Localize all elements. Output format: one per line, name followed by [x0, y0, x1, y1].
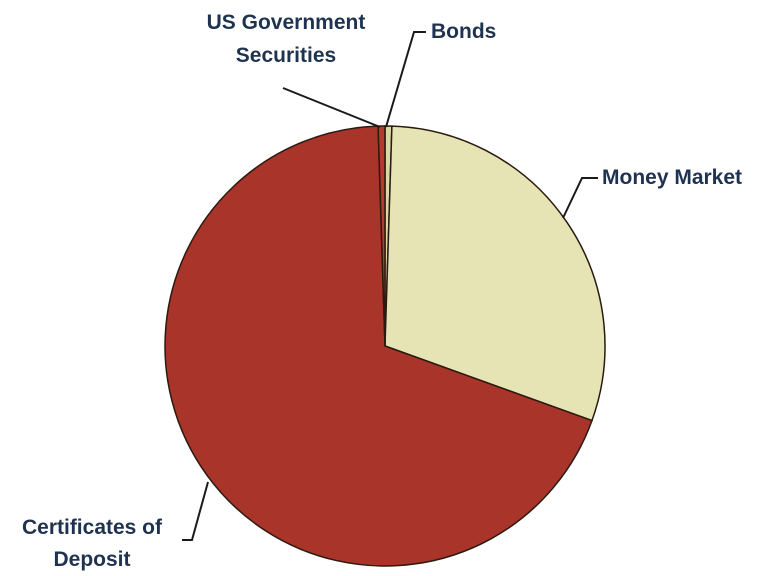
label-money-market: Money Market [602, 166, 742, 189]
label-us-government-line1: US Government [207, 11, 366, 34]
label-bonds: Bonds [431, 20, 496, 43]
pie-slices [164, 125, 606, 567]
leader-line-certificates [182, 481, 209, 541]
pie-slice-certificates-of-deposit [164, 125, 593, 567]
leader-line-money-market [562, 177, 598, 219]
pie-slice-money-market [384, 125, 606, 422]
label-certificates-line1: Certificates of [22, 516, 163, 539]
leader-line-us-government [282, 87, 381, 128]
leader-line-bonds [385, 31, 426, 128]
label-certificates-line2: Deposit [53, 548, 130, 571]
label-us-government-line2: Securities [236, 44, 336, 67]
